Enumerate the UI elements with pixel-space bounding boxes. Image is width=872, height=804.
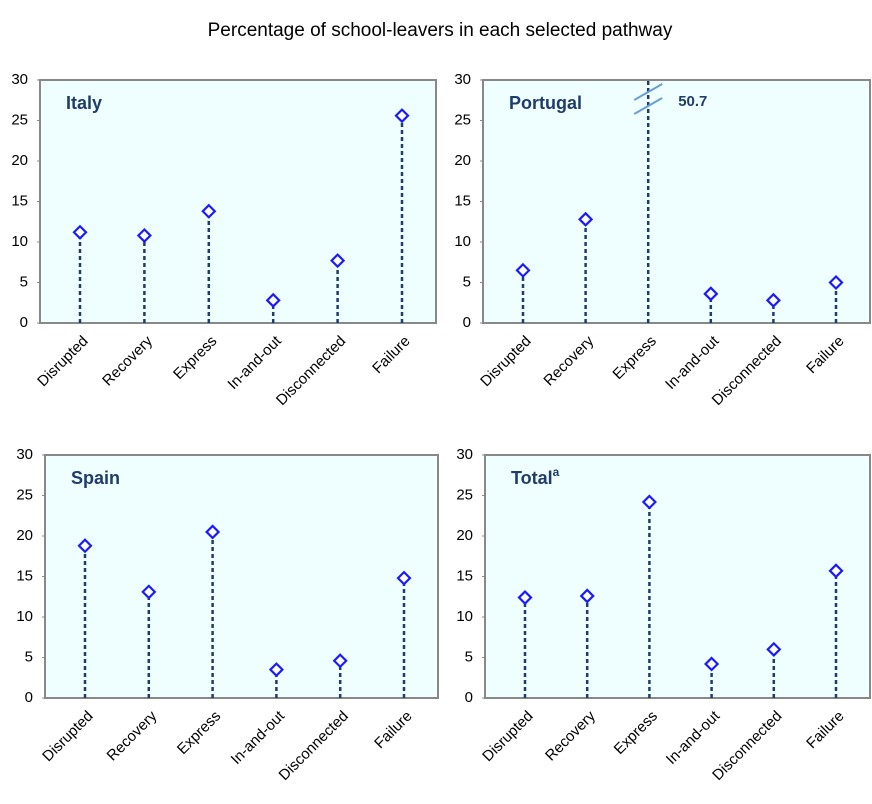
y-tick-label: 15 bbox=[454, 192, 471, 209]
stems bbox=[77, 524, 412, 698]
y-tick-label: 30 bbox=[11, 71, 28, 88]
marker bbox=[517, 590, 533, 606]
marker bbox=[578, 211, 594, 227]
y-tick-label: 10 bbox=[11, 233, 28, 250]
y-tick-label: 20 bbox=[456, 527, 473, 544]
x-tick-label: In-and-out bbox=[663, 707, 724, 768]
marker bbox=[765, 292, 781, 308]
y-tick-label: 0 bbox=[25, 689, 33, 706]
y-tick-label: 5 bbox=[463, 273, 471, 290]
x-tick-label: Express bbox=[170, 333, 220, 383]
y-tick-label: 10 bbox=[456, 608, 473, 625]
y-tick-label: 10 bbox=[16, 608, 33, 625]
x-tick-label: Failure bbox=[369, 333, 413, 377]
x-tick-label: Recovery bbox=[104, 707, 161, 764]
panel-title: Portugal bbox=[509, 93, 582, 113]
y-tick-label: 25 bbox=[454, 111, 471, 128]
x-tick-label: Disrupted bbox=[34, 333, 91, 390]
x-tick-label: Express bbox=[609, 333, 659, 383]
x-tick-label: Failure bbox=[371, 708, 415, 752]
plot-area bbox=[44, 454, 439, 699]
marker bbox=[330, 253, 346, 269]
x-tick-label: In-and-out bbox=[228, 707, 289, 768]
x-tick-label: In-and-out bbox=[224, 332, 285, 393]
y-tick-label: 25 bbox=[456, 486, 473, 503]
panel-title-note: a bbox=[553, 465, 560, 479]
marker bbox=[394, 108, 410, 124]
marker bbox=[766, 641, 782, 657]
y-tick-label: 15 bbox=[16, 567, 33, 584]
marker bbox=[332, 653, 348, 669]
panel-title: Spain bbox=[71, 468, 120, 488]
y-tick-label: 0 bbox=[20, 314, 28, 331]
marker bbox=[77, 538, 93, 554]
x-tick-label: Express bbox=[174, 708, 224, 758]
marker bbox=[828, 274, 844, 291]
marker bbox=[703, 286, 719, 302]
value-label: 50.7 bbox=[678, 93, 707, 110]
x-tick-label: Disrupted bbox=[479, 708, 536, 765]
y-tick-label: 15 bbox=[456, 567, 473, 584]
marker bbox=[141, 584, 157, 600]
y-tick-label: 30 bbox=[16, 446, 33, 463]
panel-title: Totala bbox=[511, 465, 560, 488]
marker bbox=[579, 588, 595, 604]
y-tick-label: 20 bbox=[16, 527, 33, 544]
marker bbox=[828, 563, 844, 579]
marker bbox=[396, 570, 412, 586]
chart-title: Percentage of school-leavers in each sel… bbox=[208, 20, 673, 41]
x-tick-label: Disconnected bbox=[273, 333, 349, 409]
marker bbox=[704, 656, 720, 672]
x-tick-label: Recovery bbox=[542, 707, 599, 764]
x-tick-label: In-and-out bbox=[662, 332, 723, 393]
marker bbox=[265, 292, 281, 308]
y-tick-label: 0 bbox=[463, 314, 471, 331]
y-tick-label: 20 bbox=[454, 152, 471, 169]
y-tick-label: 25 bbox=[11, 111, 28, 128]
marker bbox=[641, 494, 657, 510]
stems bbox=[72, 108, 410, 323]
marker bbox=[268, 662, 284, 678]
stems bbox=[515, 80, 844, 323]
x-tick-label: Recovery bbox=[540, 332, 597, 389]
y-tick-label: 25 bbox=[16, 486, 33, 503]
marker bbox=[201, 203, 217, 219]
y-tick-label: 5 bbox=[465, 648, 473, 665]
y-tick-label: 30 bbox=[456, 446, 473, 463]
marker bbox=[72, 224, 88, 240]
stems bbox=[517, 494, 844, 698]
x-tick-label: Disrupted bbox=[39, 708, 96, 765]
y-tick-label: 5 bbox=[20, 273, 28, 290]
marker bbox=[205, 524, 221, 540]
x-tick-label: Failure bbox=[803, 708, 847, 752]
y-tick-label: 0 bbox=[465, 689, 473, 706]
plot-area bbox=[484, 454, 871, 699]
x-tick-label: Disrupted bbox=[477, 333, 534, 390]
y-tick-label: 20 bbox=[11, 152, 28, 169]
marker bbox=[515, 262, 531, 278]
x-tick-label: Recovery bbox=[99, 332, 156, 389]
x-tick-label: Express bbox=[611, 708, 661, 758]
panel-title: Italy bbox=[66, 93, 102, 113]
axis-break bbox=[633, 97, 663, 115]
x-tick-label: Failure bbox=[803, 333, 847, 377]
plot-area bbox=[482, 79, 871, 324]
y-tick-label: 10 bbox=[454, 233, 471, 250]
marker bbox=[136, 227, 152, 244]
axis-break bbox=[633, 83, 663, 101]
y-tick-label: 5 bbox=[25, 648, 33, 665]
y-tick-label: 15 bbox=[11, 192, 28, 209]
plot-area bbox=[39, 79, 437, 324]
y-tick-label: 30 bbox=[454, 71, 471, 88]
